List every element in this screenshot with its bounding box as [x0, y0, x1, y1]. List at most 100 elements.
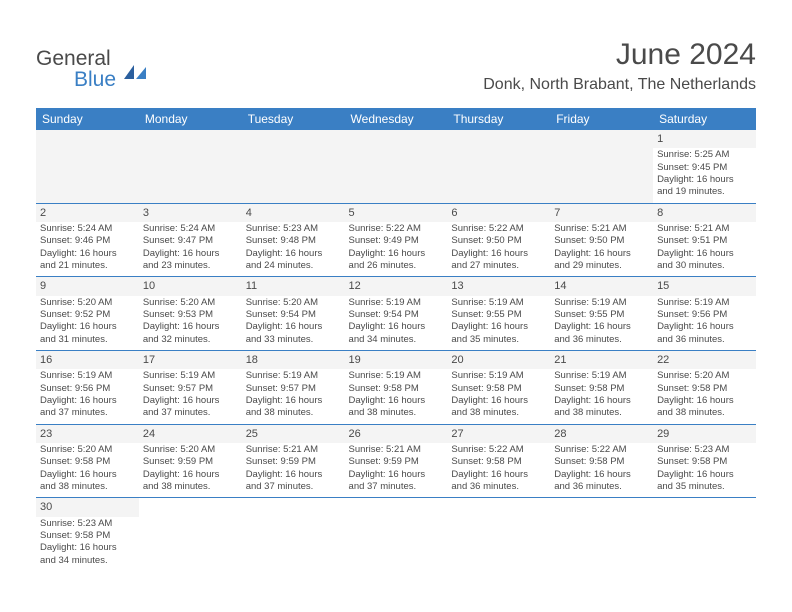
cell-daylight2: and 37 minutes. — [40, 407, 135, 419]
cell-daylight1: Daylight: 16 hours — [143, 395, 238, 407]
cell-sunrise: Sunrise: 5:19 AM — [451, 370, 546, 382]
cell-sunrise: Sunrise: 5:20 AM — [246, 297, 341, 309]
calendar-cell: 3Sunrise: 5:24 AMSunset: 9:47 PMDaylight… — [139, 203, 242, 277]
cell-sunset: Sunset: 9:56 PM — [657, 309, 752, 321]
day-number: 19 — [345, 351, 448, 369]
calendar-cell — [139, 130, 242, 203]
cell-daylight1: Daylight: 16 hours — [451, 248, 546, 260]
day-number: 13 — [447, 277, 550, 295]
calendar-cell: 16Sunrise: 5:19 AMSunset: 9:56 PMDayligh… — [36, 351, 139, 425]
day-number: 18 — [242, 351, 345, 369]
day-number: 3 — [139, 204, 242, 222]
logo-text-blue: Blue — [74, 68, 116, 91]
cell-daylight2: and 35 minutes. — [451, 334, 546, 346]
day-number: 28 — [550, 425, 653, 443]
calendar-cell: 7Sunrise: 5:21 AMSunset: 9:50 PMDaylight… — [550, 203, 653, 277]
cell-daylight1: Daylight: 16 hours — [40, 395, 135, 407]
calendar-cell — [345, 498, 448, 571]
day-number: 22 — [653, 351, 756, 369]
day-number: 25 — [242, 425, 345, 443]
day-number: 7 — [550, 204, 653, 222]
cell-sunset: Sunset: 9:45 PM — [657, 162, 752, 174]
cell-sunrise: Sunrise: 5:19 AM — [657, 297, 752, 309]
cell-sunset: Sunset: 9:48 PM — [246, 235, 341, 247]
cell-sunrise: Sunrise: 5:19 AM — [40, 370, 135, 382]
cell-daylight2: and 36 minutes. — [451, 481, 546, 493]
calendar-cell: 11Sunrise: 5:20 AMSunset: 9:54 PMDayligh… — [242, 277, 345, 351]
calendar-cell: 25Sunrise: 5:21 AMSunset: 9:59 PMDayligh… — [242, 424, 345, 498]
cell-daylight2: and 32 minutes. — [143, 334, 238, 346]
cell-daylight1: Daylight: 16 hours — [349, 395, 444, 407]
day-number: 23 — [36, 425, 139, 443]
calendar-cell: 5Sunrise: 5:22 AMSunset: 9:49 PMDaylight… — [345, 203, 448, 277]
cell-daylight1: Daylight: 16 hours — [657, 174, 752, 186]
cell-sunset: Sunset: 9:57 PM — [143, 383, 238, 395]
day-number: 6 — [447, 204, 550, 222]
cell-daylight2: and 26 minutes. — [349, 260, 444, 272]
cell-sunset: Sunset: 9:54 PM — [246, 309, 341, 321]
cell-daylight1: Daylight: 16 hours — [40, 248, 135, 260]
cell-sunrise: Sunrise: 5:23 AM — [40, 518, 135, 530]
cell-daylight1: Daylight: 16 hours — [40, 321, 135, 333]
calendar-cell — [345, 130, 448, 203]
cell-daylight1: Daylight: 16 hours — [246, 321, 341, 333]
cell-daylight1: Daylight: 16 hours — [554, 248, 649, 260]
calendar-cell: 8Sunrise: 5:21 AMSunset: 9:51 PMDaylight… — [653, 203, 756, 277]
cell-sunset: Sunset: 9:58 PM — [657, 383, 752, 395]
logo-text-general: General — [36, 47, 111, 70]
cell-sunset: Sunset: 9:50 PM — [451, 235, 546, 247]
cell-daylight2: and 38 minutes. — [451, 407, 546, 419]
cell-sunset: Sunset: 9:55 PM — [554, 309, 649, 321]
calendar-cell — [139, 498, 242, 571]
cell-daylight1: Daylight: 16 hours — [246, 248, 341, 260]
cell-sunset: Sunset: 9:58 PM — [554, 383, 649, 395]
calendar-cell: 4Sunrise: 5:23 AMSunset: 9:48 PMDaylight… — [242, 203, 345, 277]
cell-daylight2: and 38 minutes. — [554, 407, 649, 419]
cell-daylight1: Daylight: 16 hours — [657, 469, 752, 481]
cell-daylight1: Daylight: 16 hours — [143, 321, 238, 333]
cell-daylight1: Daylight: 16 hours — [349, 248, 444, 260]
cell-daylight1: Daylight: 16 hours — [349, 469, 444, 481]
day-number: 29 — [653, 425, 756, 443]
cell-sunrise: Sunrise: 5:24 AM — [40, 223, 135, 235]
cell-sunset: Sunset: 9:59 PM — [349, 456, 444, 468]
cell-sunrise: Sunrise: 5:20 AM — [143, 297, 238, 309]
cell-sunrise: Sunrise: 5:20 AM — [40, 297, 135, 309]
day-number: 20 — [447, 351, 550, 369]
calendar-cell — [447, 498, 550, 571]
cell-daylight2: and 29 minutes. — [554, 260, 649, 272]
calendar-cell — [550, 498, 653, 571]
cell-sunrise: Sunrise: 5:23 AM — [657, 444, 752, 456]
day-number: 15 — [653, 277, 756, 295]
calendar-cell — [242, 130, 345, 203]
cell-daylight2: and 38 minutes. — [349, 407, 444, 419]
day-number: 9 — [36, 277, 139, 295]
cell-daylight1: Daylight: 16 hours — [246, 469, 341, 481]
cell-sunrise: Sunrise: 5:19 AM — [246, 370, 341, 382]
calendar-cell: 17Sunrise: 5:19 AMSunset: 9:57 PMDayligh… — [139, 351, 242, 425]
cell-sunset: Sunset: 9:56 PM — [40, 383, 135, 395]
dayname: Wednesday — [345, 108, 448, 130]
calendar-cell: 14Sunrise: 5:19 AMSunset: 9:55 PMDayligh… — [550, 277, 653, 351]
cell-daylight2: and 27 minutes. — [451, 260, 546, 272]
logo-sail-icon — [124, 62, 146, 83]
calendar-cell: 24Sunrise: 5:20 AMSunset: 9:59 PMDayligh… — [139, 424, 242, 498]
calendar: Sunday Monday Tuesday Wednesday Thursday… — [36, 108, 756, 571]
calendar-cell: 27Sunrise: 5:22 AMSunset: 9:58 PMDayligh… — [447, 424, 550, 498]
cell-daylight2: and 31 minutes. — [40, 334, 135, 346]
calendar-cell — [653, 498, 756, 571]
location: Donk, North Brabant, The Netherlands — [483, 76, 756, 94]
cell-sunset: Sunset: 9:55 PM — [451, 309, 546, 321]
day-number: 26 — [345, 425, 448, 443]
cell-sunset: Sunset: 9:50 PM — [554, 235, 649, 247]
day-number: 30 — [36, 498, 139, 516]
calendar-week: 30Sunrise: 5:23 AMSunset: 9:58 PMDayligh… — [36, 498, 756, 571]
cell-daylight1: Daylight: 16 hours — [554, 321, 649, 333]
calendar-cell: 23Sunrise: 5:20 AMSunset: 9:58 PMDayligh… — [36, 424, 139, 498]
day-number: 1 — [653, 130, 756, 148]
cell-sunset: Sunset: 9:58 PM — [554, 456, 649, 468]
day-number: 27 — [447, 425, 550, 443]
cell-daylight1: Daylight: 16 hours — [40, 542, 135, 554]
month-title: June 2024 — [483, 38, 756, 72]
calendar-cell: 1Sunrise: 5:25 AMSunset: 9:45 PMDaylight… — [653, 130, 756, 203]
